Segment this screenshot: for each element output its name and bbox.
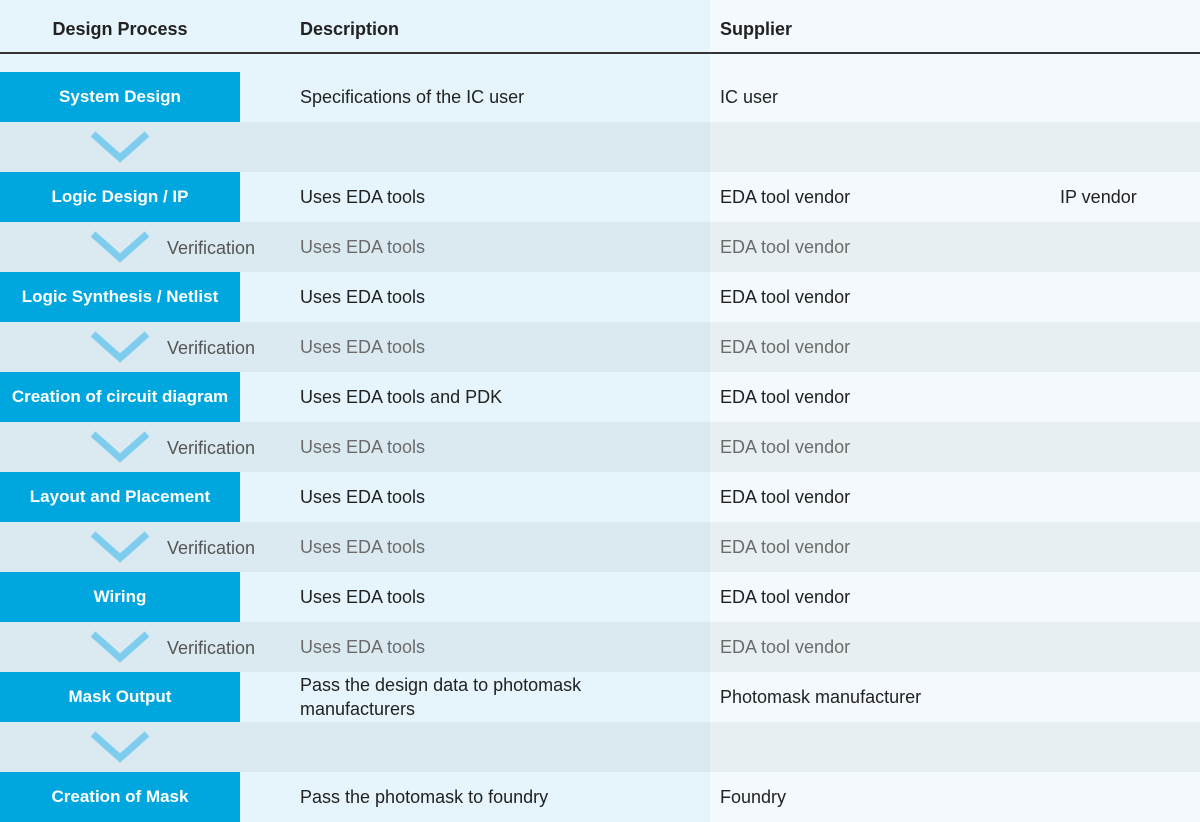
description: Uses EDA tools xyxy=(300,437,426,457)
description: Uses EDA tools and PDK xyxy=(300,387,503,407)
arrow xyxy=(90,531,150,563)
transition-row xyxy=(0,422,710,472)
description: Uses EDA tools xyxy=(300,487,426,507)
transition-row xyxy=(710,522,1200,572)
supplier: IP vendor xyxy=(1060,187,1137,207)
transition-label: Verification xyxy=(167,338,256,358)
supplier: EDA tool vendor xyxy=(720,387,851,407)
chevron xyxy=(90,331,150,363)
chevron xyxy=(90,531,150,563)
transition-row xyxy=(710,122,1200,172)
arrow xyxy=(90,231,150,263)
arrow xyxy=(90,131,150,163)
process-box: Creation of Mask xyxy=(0,772,240,822)
arrow xyxy=(90,731,150,763)
transition-row xyxy=(0,522,710,572)
description: Uses EDA tools xyxy=(300,587,426,607)
arrow xyxy=(90,431,150,463)
process-box: Creation of circuit diagram xyxy=(0,372,240,422)
supplier: EDA tool vendor xyxy=(720,487,851,507)
arrow xyxy=(90,331,150,363)
transition-row xyxy=(0,722,710,772)
process-box: Logic Synthesis / Netlist xyxy=(0,272,240,322)
column-header: Description xyxy=(300,19,400,39)
transition-row xyxy=(0,122,710,172)
supplier: EDA tool vendor xyxy=(720,537,851,557)
chevron xyxy=(90,131,150,163)
arrow xyxy=(90,631,150,663)
transition-row xyxy=(710,222,1200,272)
description: Specifications of the IC user xyxy=(300,87,525,107)
supplier: Photomask manufacturer xyxy=(720,687,922,707)
supplier: EDA tool vendor xyxy=(720,237,851,257)
process-box: System Design xyxy=(0,72,240,122)
supplier: EDA tool vendor xyxy=(720,437,851,457)
supplier: EDA tool vendor xyxy=(720,637,851,657)
description: Uses EDA tools xyxy=(300,237,426,257)
description: Uses EDA tools xyxy=(300,637,426,657)
supplier: Foundry xyxy=(720,787,787,807)
description: Uses EDA tools xyxy=(300,287,426,307)
transition-row xyxy=(0,622,710,672)
chevron xyxy=(90,731,150,763)
chevron xyxy=(90,631,150,663)
supplier: EDA tool vendor xyxy=(720,187,851,207)
description: Pass the photomask to foundry xyxy=(300,787,549,807)
transition-label: Verification xyxy=(167,438,256,458)
transition-row xyxy=(710,622,1200,672)
process-box: Mask Output xyxy=(0,672,240,722)
transition-row xyxy=(710,722,1200,772)
chevron xyxy=(90,431,150,463)
transition-label: Verification xyxy=(167,638,256,658)
description: Pass the design data to photomask manufa… xyxy=(300,675,582,719)
process-box: Layout and Placement xyxy=(0,472,240,522)
column-header: Design Process xyxy=(52,19,188,39)
transition-row xyxy=(0,322,710,372)
supplier: EDA tool vendor xyxy=(720,587,851,607)
supplier: EDA tool vendor xyxy=(720,337,851,357)
description: Uses EDA tools xyxy=(300,537,426,557)
description: Uses EDA tools xyxy=(300,337,426,357)
description: Uses EDA tools xyxy=(300,187,426,207)
transition-row xyxy=(0,222,710,272)
transition-label: Verification xyxy=(167,238,256,258)
process-box: Wiring xyxy=(0,572,240,622)
header-rule xyxy=(0,52,1200,54)
transition-label: Verification xyxy=(167,538,256,558)
column-header: Supplier xyxy=(720,19,793,39)
supplier: IC user xyxy=(720,87,779,107)
process-box: Logic Design / IP xyxy=(0,172,240,222)
transition-row xyxy=(710,422,1200,472)
chevron xyxy=(90,231,150,263)
supplier: EDA tool vendor xyxy=(720,287,851,307)
transition-row xyxy=(710,322,1200,372)
